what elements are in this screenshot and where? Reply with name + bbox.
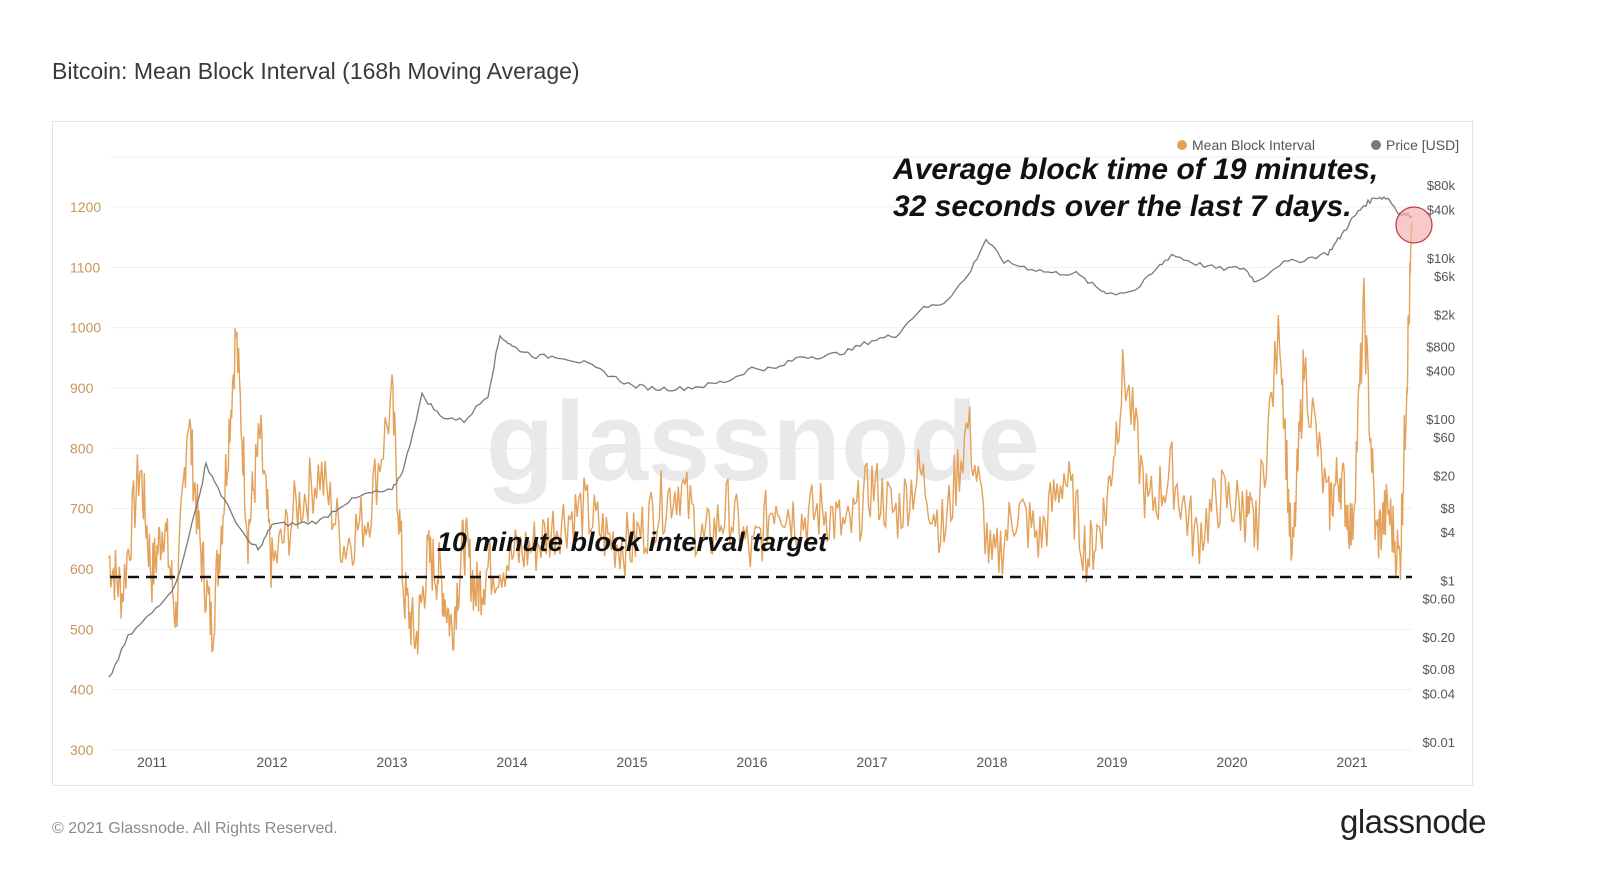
right-axis-tick-label: $100 [1426,412,1455,427]
left-axis: 300 400 500 600 700 800 900 1000 1100 1200 [70,199,101,758]
series-line-mean-block-interval [108,221,1413,655]
x-axis-tick-label: 2013 [376,754,407,770]
right-axis-tick-label: $0.08 [1422,662,1455,677]
left-axis-tick-label: 1000 [70,320,101,336]
watermark-text: glassnode [486,379,1040,504]
right-axis-tick-label: $0.60 [1422,592,1455,607]
right-axis-tick-label: $400 [1426,364,1455,379]
left-axis-tick-label: 400 [70,682,94,698]
grid-lines [110,156,1412,751]
left-axis-tick-label: 600 [70,561,94,577]
copyright-footer: © 2021 Glassnode. All Rights Reserved. [52,820,338,837]
left-axis-tick-label: 800 [70,440,94,456]
series-line-price [108,196,1413,678]
x-axis-tick-label: 2014 [496,754,527,770]
legend-label-price: Price [USD] [1386,137,1459,153]
legend: Mean Block Interval Price [USD] [1177,137,1459,153]
left-axis-tick-label: 1200 [70,199,101,215]
right-axis-tick-label: $0.04 [1422,686,1455,701]
legend-dot-interval [1177,140,1187,150]
chart-panel [52,121,1473,786]
x-axis-tick-label: 2017 [856,754,887,770]
left-axis-tick-label: 300 [70,742,94,758]
right-axis-tick-label: $60 [1433,430,1455,445]
annotation-line-2: 32 seconds over the last 7 days. [893,190,1352,223]
target-label: 10 minute block interval target [437,527,828,557]
right-axis-tick-label: $80k [1427,178,1456,193]
right-axis-tick-label: $0.01 [1422,735,1455,750]
left-axis-tick-label: 700 [70,501,94,517]
x-axis-tick-label: 2011 [137,754,167,770]
right-axis-tick-label: $2k [1434,307,1455,322]
right-axis-tick-label: $20 [1433,469,1455,484]
left-axis-tick-label: 900 [70,380,94,396]
right-axis-tick-label: $40k [1427,202,1456,217]
x-axis-tick-label: 2019 [1096,754,1127,770]
x-axis-tick-label: 2016 [736,754,767,770]
x-axis-tick-label: 2012 [256,754,287,770]
right-axis-tick-label: $4 [1441,525,1455,540]
x-axis-tick-label: 2021 [1336,754,1367,770]
legend-dot-price [1371,140,1381,150]
right-axis: $0.01 $0.04 $0.08 $0.20 $0.60 $1 $4 $8 $20 $60 $10… [1422,178,1455,750]
right-axis-tick-label: $8 [1441,501,1455,516]
right-axis-tick-label: $800 [1426,339,1455,354]
right-axis-tick-label: $6k [1434,269,1455,284]
right-axis-tick-label: $1 [1441,574,1455,589]
left-axis-tick-label: 1100 [70,259,100,275]
left-axis-tick-label: 500 [70,621,94,637]
brand-logo: glassnode [1340,803,1486,840]
right-axis-tick-label: $10k [1427,251,1456,266]
x-axis: 2011 2012 2013 2014 2015 2016 2017 2018 2019 2020… [137,754,1368,770]
annotation-line-1: Average block time of 19 minutes, [892,153,1378,186]
highlight-circle [1395,206,1433,244]
x-axis-tick-label: 2015 [616,754,647,770]
x-axis-tick-label: 2020 [1216,754,1247,770]
legend-label-interval: Mean Block Interval [1192,137,1315,153]
right-axis-tick-label: $0.20 [1422,630,1455,645]
x-axis-tick-label: 2018 [976,754,1007,770]
chart-title: Bitcoin: Mean Block Interval (168h Movin… [52,58,580,84]
